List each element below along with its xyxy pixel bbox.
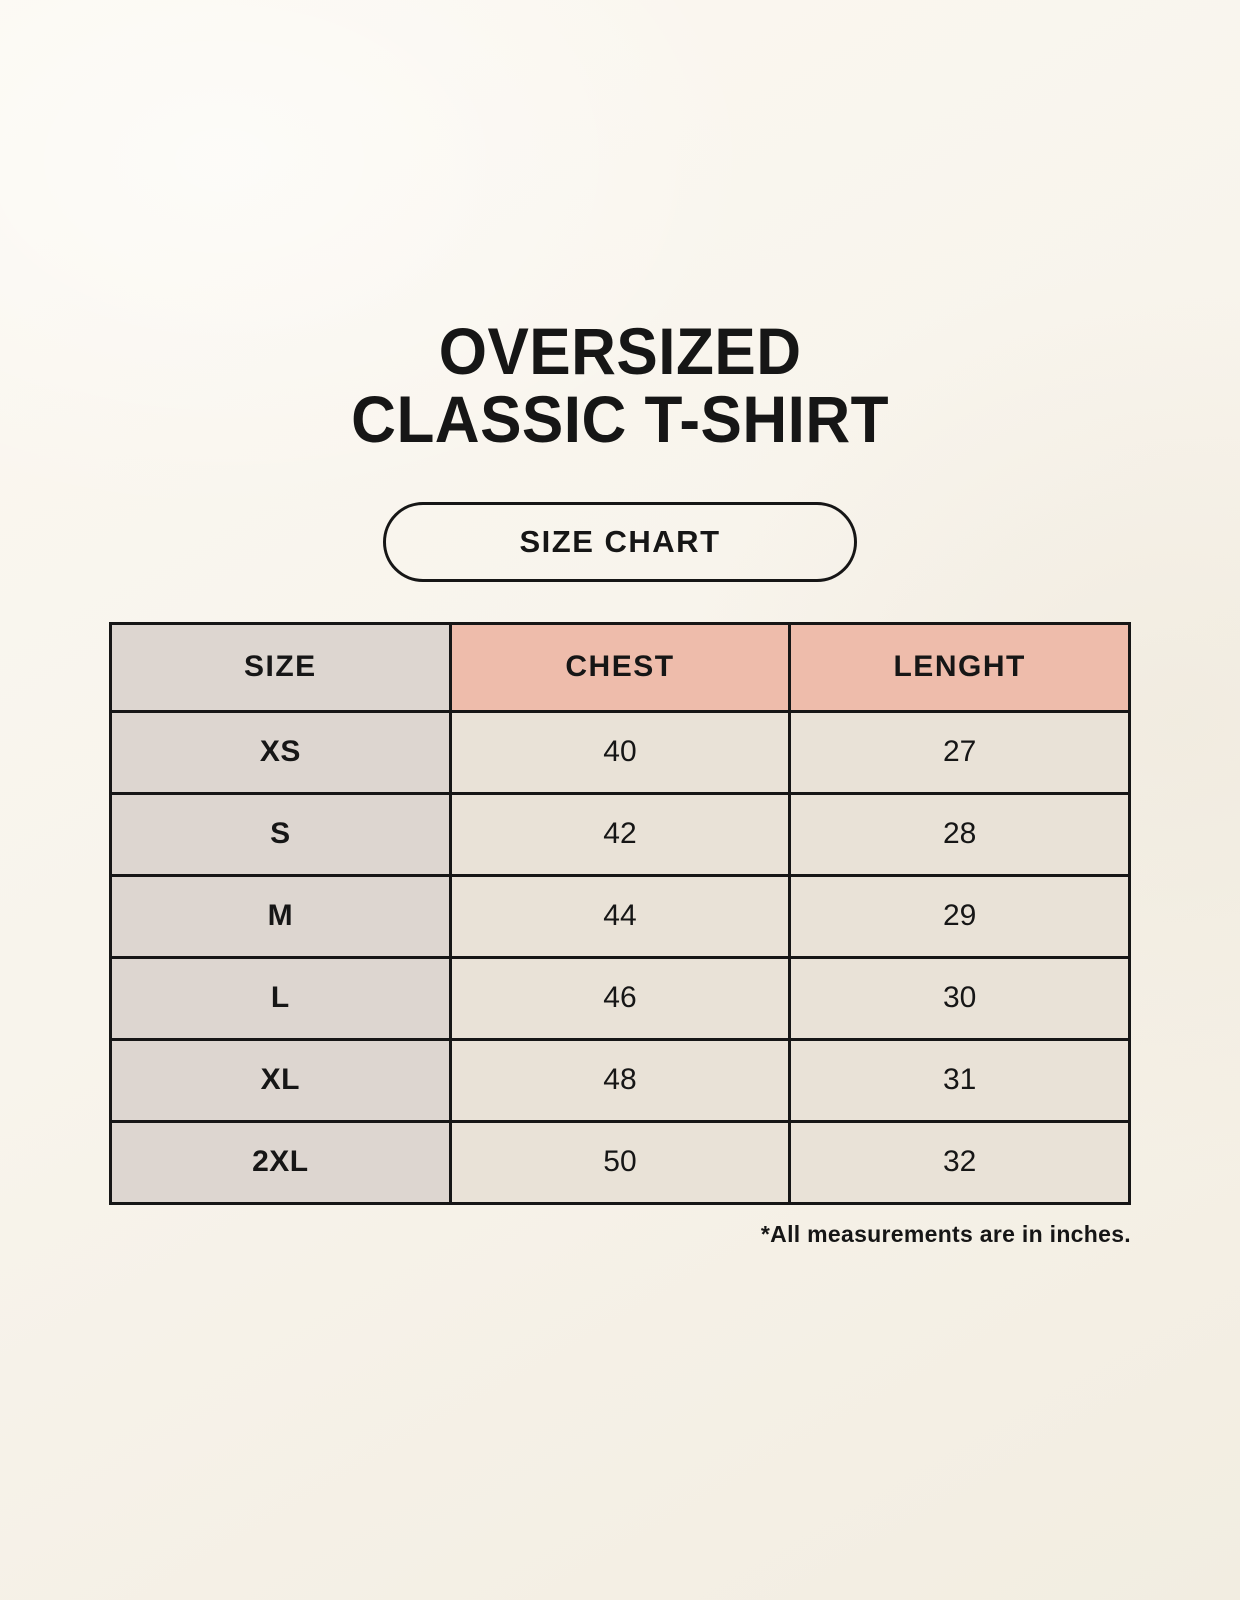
chest-cell: 50 [448, 1119, 792, 1205]
size-chart-badge[interactable]: SIZE CHART [383, 501, 857, 582]
size-cell: M [109, 873, 452, 959]
table-header: SIZE CHEST LENGHT [109, 621, 1131, 713]
size-cell: L [109, 955, 452, 1041]
chest-cell: 48 [448, 1037, 792, 1123]
length-cell: 31 [788, 1037, 1131, 1123]
chest-cell: 40 [448, 709, 792, 795]
size-chart-table: SIZE CHEST LENGHT XS 40 27 S 42 28 M 44 29 L 46 30 X… [109, 621, 1131, 1205]
table-row: S 42 28 [109, 791, 1131, 877]
length-cell: 28 [788, 791, 1131, 877]
chest-cell: 44 [448, 873, 792, 959]
size-cell: XL [109, 1037, 452, 1123]
table-row: M 44 29 [109, 873, 1131, 959]
length-cell: 30 [788, 955, 1131, 1041]
table-body: XS 40 27 S 42 28 M 44 29 L 46 30 XL 48 31 2XL 50 32 [109, 709, 1131, 1205]
column-header-size: SIZE [109, 621, 452, 713]
table-header-row: SIZE CHEST LENGHT [109, 621, 1131, 713]
chest-cell: 42 [448, 791, 792, 877]
column-header-length: LENGHT [788, 621, 1131, 713]
table-row: XS 40 27 [109, 709, 1131, 795]
length-cell: 27 [788, 709, 1131, 795]
measurements-footnote: *All measurements are in inches. [760, 1220, 1131, 1247]
size-cell: S [109, 791, 452, 877]
page-title: OVERSIZED CLASSIC T-SHIRT [351, 317, 889, 456]
column-header-chest: CHEST [448, 621, 792, 713]
length-cell: 32 [788, 1119, 1131, 1205]
size-cell: XS [109, 709, 452, 795]
table-row: L 46 30 [109, 955, 1131, 1041]
table-row: XL 48 31 [109, 1037, 1131, 1123]
size-chart-table-container: SIZE CHEST LENGHT XS 40 27 S 42 28 M 44 29 L 46 30 X… [109, 621, 1131, 1205]
chest-cell: 46 [448, 955, 792, 1041]
page-title-line1: OVERSIZED [438, 314, 802, 388]
length-cell: 29 [788, 873, 1131, 959]
size-cell: 2XL [109, 1119, 452, 1205]
table-row: 2XL 50 32 [109, 1119, 1131, 1205]
page-title-line2: CLASSIC T-SHIRT [351, 381, 889, 456]
size-chart-badge-label: SIZE CHART [519, 523, 721, 559]
